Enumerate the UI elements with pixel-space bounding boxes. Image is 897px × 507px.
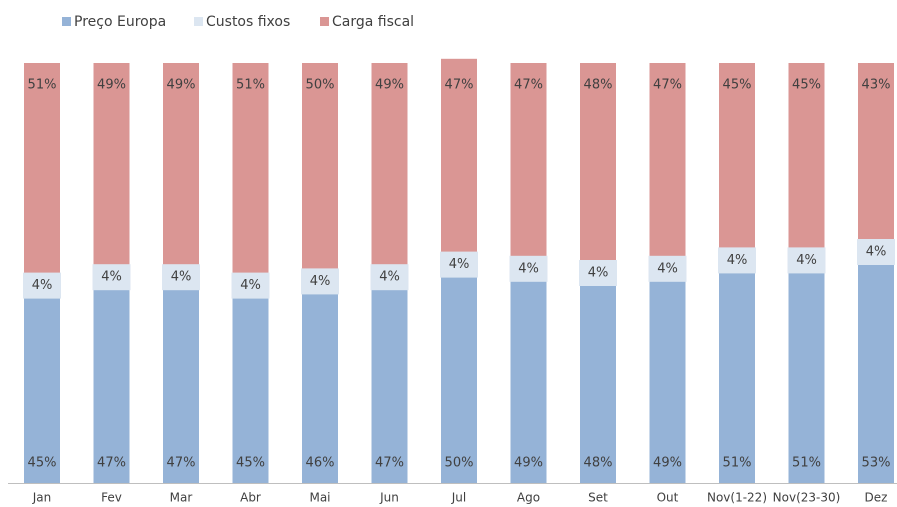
x-tick-label: Dez — [865, 491, 888, 505]
bar-segment — [441, 58, 477, 257]
data-label: 4% — [310, 274, 331, 289]
data-label: 51% — [236, 78, 265, 93]
bar-segment — [649, 63, 686, 261]
data-label: 45% — [723, 78, 752, 93]
data-label-bg — [23, 272, 61, 299]
bar-segment — [719, 268, 755, 483]
data-label-bg — [648, 255, 687, 282]
data-label-bg — [787, 247, 826, 274]
x-tick-label: Mar — [170, 491, 193, 505]
bar-segment — [302, 289, 338, 483]
data-label-bg — [162, 264, 200, 291]
bar-segment — [163, 63, 199, 269]
bar-segment — [858, 260, 894, 483]
bar-segment — [24, 63, 60, 278]
data-label: 51% — [792, 456, 821, 471]
x-tick-label: Jul — [451, 491, 466, 505]
data-label-bg — [301, 268, 339, 295]
data-label: 4% — [588, 266, 609, 281]
data-label: 4% — [518, 261, 539, 276]
x-tick-label: Fev — [101, 491, 122, 505]
data-label: 47% — [375, 456, 404, 471]
data-label: 4% — [171, 270, 192, 285]
data-label: 4% — [379, 270, 400, 285]
data-label: 47% — [514, 78, 543, 93]
data-label: 47% — [653, 78, 682, 93]
data-label: 4% — [866, 245, 887, 260]
bar-segment — [93, 285, 130, 483]
data-label: 47% — [445, 78, 474, 93]
data-label: 48% — [584, 78, 613, 93]
data-label: 48% — [584, 456, 613, 471]
x-tick-label: Set — [588, 491, 608, 505]
x-tick-label: Mai — [309, 491, 330, 505]
data-label: 4% — [727, 253, 748, 268]
bar-segment — [93, 63, 130, 269]
data-label: 50% — [445, 456, 474, 471]
x-tick-label: Jun — [379, 491, 399, 505]
data-label: 4% — [449, 257, 470, 272]
data-label: 46% — [306, 456, 335, 471]
data-label: 49% — [653, 456, 682, 471]
data-label: 4% — [796, 253, 817, 268]
legend-swatch — [62, 17, 71, 26]
data-label: 4% — [657, 261, 678, 276]
bar-segment — [510, 277, 547, 483]
bar-segment — [719, 63, 755, 252]
data-label: 43% — [862, 78, 891, 93]
bar-segment — [649, 277, 686, 483]
bar-segment — [371, 285, 408, 483]
data-label: 49% — [375, 78, 404, 93]
data-label: 47% — [167, 456, 196, 471]
legend-label: Carga fiscal — [332, 14, 414, 30]
x-tick-label: Ago — [517, 491, 540, 505]
legend-label: Custos fixos — [206, 14, 290, 30]
data-label: 4% — [101, 270, 122, 285]
data-label: 45% — [792, 78, 821, 93]
data-label: 49% — [167, 78, 196, 93]
data-label-bg — [370, 264, 409, 291]
data-label: 49% — [514, 456, 543, 471]
bar-segment — [510, 63, 547, 261]
bar-segment — [302, 63, 338, 273]
data-label: 53% — [862, 456, 891, 471]
data-label-bg — [579, 260, 617, 286]
bar-segment — [580, 281, 616, 483]
data-label-bg — [718, 247, 756, 274]
bar-segment — [232, 63, 269, 278]
data-label-bg — [231, 272, 270, 299]
data-label: 50% — [306, 78, 335, 93]
data-label: 45% — [236, 456, 265, 471]
data-label-bg — [509, 255, 548, 282]
data-label: 49% — [97, 78, 126, 93]
legend-swatch — [320, 17, 329, 26]
legend-swatch — [194, 17, 203, 26]
bar-segment — [163, 285, 199, 483]
data-label-bg — [440, 251, 478, 278]
bar-segment — [441, 273, 477, 483]
data-label-bg — [857, 239, 895, 265]
x-tick-label: Nov(23-30) — [773, 491, 841, 505]
data-label: 51% — [28, 78, 57, 93]
bar-segment — [858, 63, 894, 244]
data-label: 47% — [97, 456, 126, 471]
legend-label: Preço Europa — [74, 14, 166, 30]
x-tick-label: Out — [657, 491, 679, 505]
data-label: 4% — [240, 278, 261, 293]
bar-segment — [580, 63, 616, 265]
data-label: 51% — [723, 456, 752, 471]
bar-segment — [232, 294, 269, 483]
data-label: 45% — [28, 456, 57, 471]
bar-segment — [788, 268, 825, 483]
bar-segment — [371, 63, 408, 269]
data-label-bg — [92, 264, 131, 291]
x-tick-label: Jan — [32, 491, 52, 505]
bar-segment — [24, 294, 60, 483]
x-tick-label: Nov(1-22) — [707, 491, 767, 505]
bar-segment — [788, 63, 825, 252]
data-label: 4% — [32, 278, 53, 293]
x-tick-label: Abr — [240, 491, 261, 505]
